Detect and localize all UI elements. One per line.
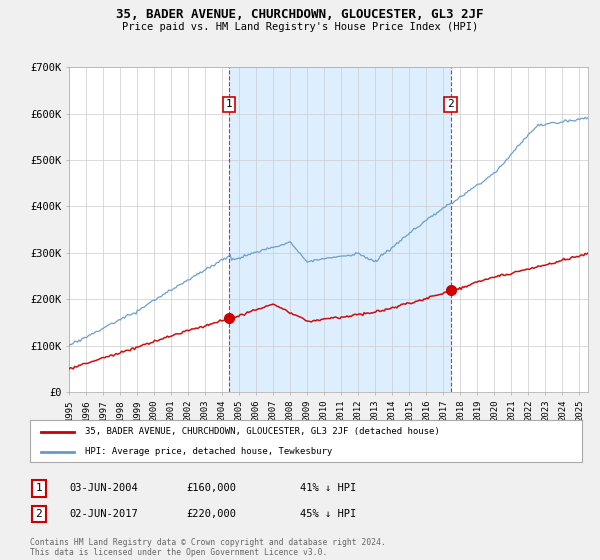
Text: 35, BADER AVENUE, CHURCHDOWN, GLOUCESTER, GL3 2JF (detached house): 35, BADER AVENUE, CHURCHDOWN, GLOUCESTER… [85,427,440,436]
Text: 1: 1 [226,99,233,109]
Text: Contains HM Land Registry data © Crown copyright and database right 2024.
This d: Contains HM Land Registry data © Crown c… [30,538,386,557]
Text: 2: 2 [447,99,454,109]
Text: 35, BADER AVENUE, CHURCHDOWN, GLOUCESTER, GL3 2JF: 35, BADER AVENUE, CHURCHDOWN, GLOUCESTER… [116,8,484,21]
Bar [229,67,451,392]
Text: £220,000: £220,000 [186,509,236,519]
Text: £160,000: £160,000 [186,483,236,493]
Text: 41% ↓ HPI: 41% ↓ HPI [300,483,356,493]
Text: 1: 1 [35,483,43,493]
Text: 45% ↓ HPI: 45% ↓ HPI [300,509,356,519]
Text: 03-JUN-2004: 03-JUN-2004 [69,483,138,493]
Text: HPI: Average price, detached house, Tewkesbury: HPI: Average price, detached house, Tewk… [85,447,332,456]
Text: 2: 2 [35,509,43,519]
Text: 02-JUN-2017: 02-JUN-2017 [69,509,138,519]
Text: Price paid vs. HM Land Registry's House Price Index (HPI): Price paid vs. HM Land Registry's House … [122,22,478,32]
